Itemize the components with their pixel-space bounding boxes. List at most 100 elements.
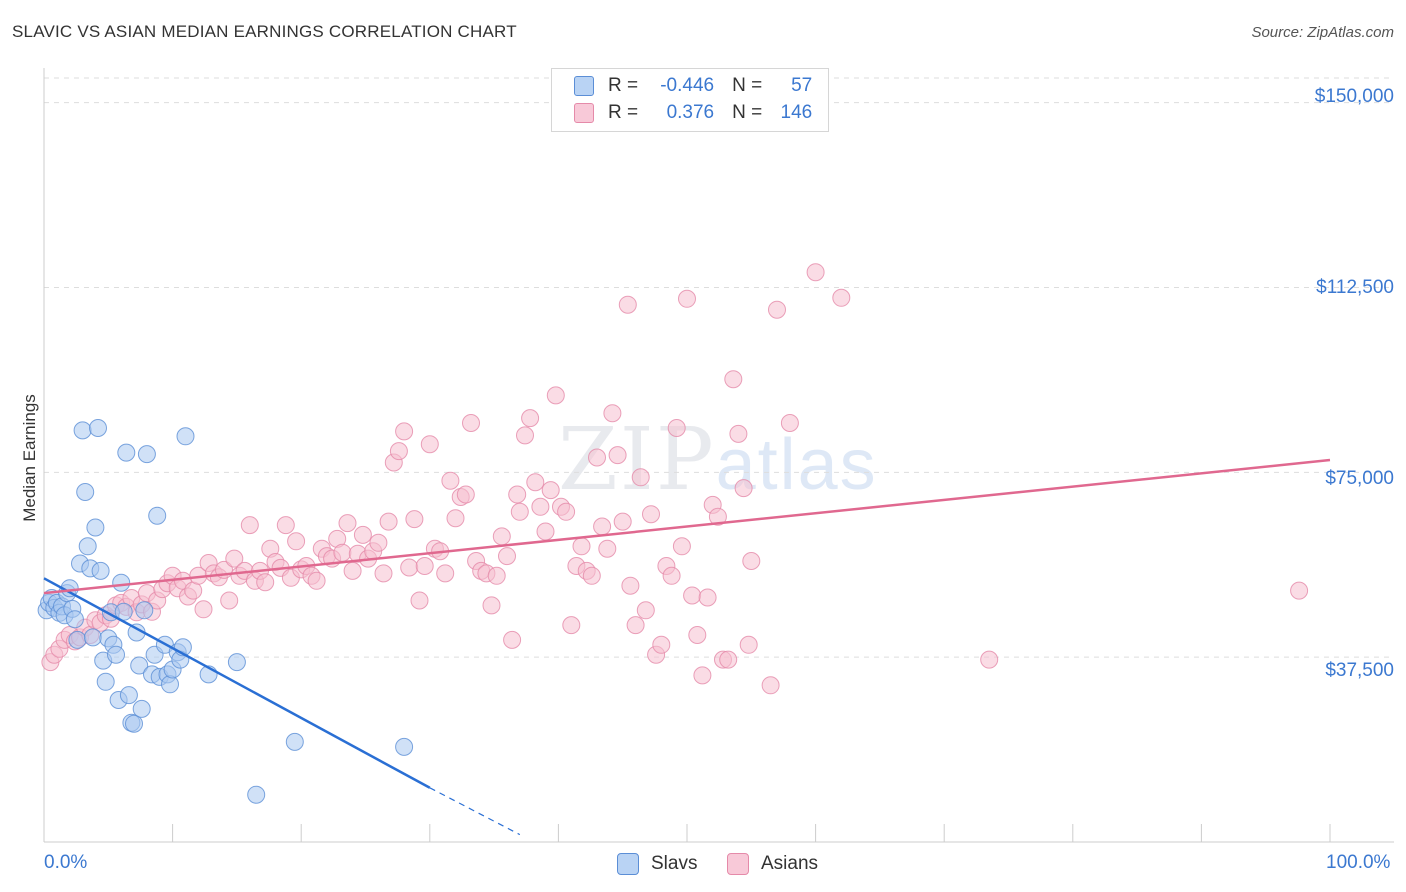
asians-point (369, 533, 388, 552)
slavs-point (83, 628, 102, 647)
asians-point (541, 481, 560, 500)
asians-point (333, 543, 352, 562)
asians-point (588, 448, 606, 467)
slavs-point (176, 427, 195, 446)
y-tick-37500: $37,500 (1325, 660, 1394, 681)
asians-point (526, 473, 545, 492)
slavs-point (96, 672, 115, 691)
asians-point (667, 419, 686, 437)
asians-point (508, 485, 527, 504)
asians-point (806, 263, 825, 282)
asians-point (603, 404, 622, 423)
slavs-point (285, 732, 304, 751)
x-tick-max: 100.0% (1326, 852, 1391, 873)
asians-point (739, 635, 758, 654)
asians-point (498, 547, 516, 566)
asians-point (441, 471, 460, 490)
asians-point (446, 509, 465, 528)
y-axis-label: Median Earnings (20, 394, 39, 522)
asians-point (572, 537, 591, 556)
slavs-legend-label: Slavs (651, 853, 698, 874)
legend-r-label: R = (608, 75, 639, 96)
slavs-point (148, 506, 167, 525)
asians-point (598, 539, 617, 558)
asians-point (510, 502, 529, 521)
slavs-point (247, 785, 266, 804)
stats-legend: R = -0.446 N = 57 R = 0.376 N = 146 (551, 68, 829, 132)
legend-n-value: 146 (780, 102, 813, 123)
slavs-point (395, 737, 414, 756)
slavs-point (73, 421, 92, 440)
asians-point (636, 601, 655, 620)
asians-point (734, 479, 753, 498)
legend-row-asians: R = 0.376 N = 146 (574, 100, 812, 126)
asians-point (338, 514, 357, 533)
asians-point (742, 552, 761, 570)
asians-point (562, 616, 581, 635)
asians-point (307, 571, 326, 590)
asians-point (642, 505, 660, 524)
slavs-point (107, 645, 125, 664)
asians-point (225, 549, 244, 568)
slavs-point (76, 483, 95, 501)
slavs-point (135, 601, 154, 620)
asians-point (410, 591, 429, 610)
asians-point (719, 650, 738, 669)
asians-point (492, 527, 511, 546)
asians-point (276, 516, 295, 535)
asians-point (688, 626, 707, 644)
asians-point (256, 573, 275, 592)
slavs-point (68, 630, 87, 649)
axes (43, 68, 1394, 843)
asians-point (621, 576, 640, 595)
y-tick-75000: $75,000 (1325, 468, 1394, 489)
asians-point (980, 650, 999, 669)
slavs-point (227, 653, 246, 672)
slavs-point (65, 610, 84, 629)
asians-point (761, 676, 780, 695)
asians-legend-swatch (727, 853, 749, 875)
legend-item-asians[interactable]: Asians (727, 851, 818, 877)
asians-point (400, 558, 419, 577)
asians-swatch (574, 103, 594, 123)
legend-r-label: R = (608, 102, 639, 123)
asians-point (1290, 581, 1309, 600)
trend-lines (43, 458, 1331, 836)
asians-point (487, 566, 506, 585)
asians-point (652, 635, 671, 654)
asians-point (613, 512, 632, 531)
watermark-zip: ZIP (558, 410, 716, 510)
slavs-trend-line (43, 577, 431, 789)
asians-point (780, 414, 799, 432)
asians-point (389, 442, 408, 461)
asians-point (379, 512, 398, 531)
asians-point (374, 564, 393, 583)
asians-point (194, 600, 213, 619)
asians-point (618, 295, 637, 314)
asians-point (536, 522, 555, 541)
asians-point (698, 588, 717, 607)
asians-legend-label: Asians (761, 853, 819, 874)
asians-point (531, 497, 550, 516)
slavs-swatch (574, 76, 594, 96)
legend-item-slavs[interactable]: Slavs (617, 851, 697, 877)
asians-point (521, 409, 540, 428)
asians-point (724, 370, 743, 389)
slavs-point (132, 699, 151, 718)
asians-point (240, 516, 259, 535)
slavs-point (78, 537, 97, 556)
slavs-point (117, 443, 136, 462)
slavs-point (130, 656, 149, 675)
slavs-points (37, 419, 414, 804)
asians-point (729, 424, 748, 443)
asians-point (626, 616, 645, 635)
asians-point (708, 507, 727, 526)
slavs-point (119, 686, 138, 705)
asians-point (593, 517, 612, 536)
asians-point (557, 502, 576, 521)
asians-point (631, 468, 650, 487)
asians-points (41, 263, 1309, 695)
slavs-trend-extension (429, 787, 521, 836)
asians-point (287, 532, 306, 551)
asians-point (436, 564, 455, 583)
